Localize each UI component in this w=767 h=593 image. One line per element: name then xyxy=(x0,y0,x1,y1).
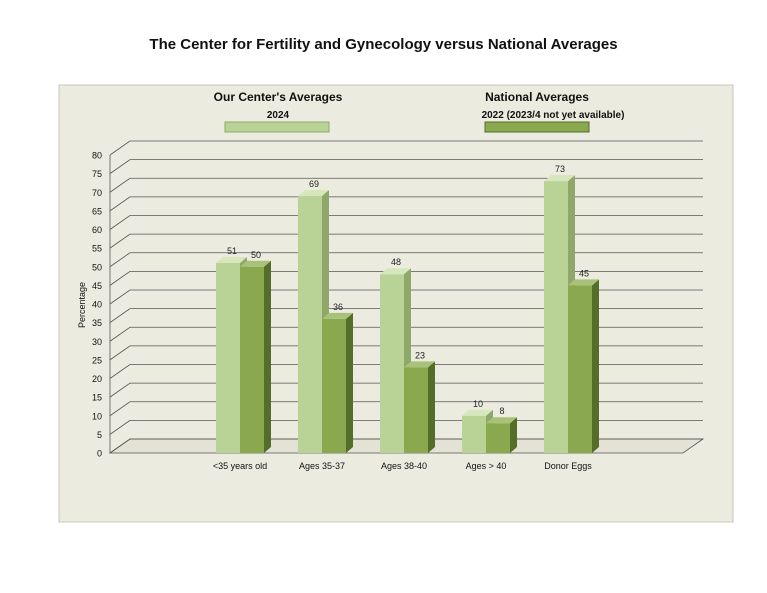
bar-top xyxy=(322,312,353,319)
y-tick-label: 30 xyxy=(92,337,102,347)
legend-swatch-series-1 xyxy=(224,121,330,133)
gridline xyxy=(109,364,703,379)
bar xyxy=(486,417,517,453)
bar-front xyxy=(462,415,486,453)
bar-side xyxy=(264,260,271,453)
y-tick-label: 40 xyxy=(92,300,102,310)
y-tick-label: 15 xyxy=(92,393,102,403)
gridline xyxy=(109,177,703,193)
bar xyxy=(568,279,599,453)
y-tick-label: 80 xyxy=(92,151,102,161)
bar-side xyxy=(592,279,599,453)
bar-top xyxy=(544,175,575,182)
y-axis-label: Percentage xyxy=(77,282,87,328)
bar-top xyxy=(216,257,247,264)
y-tick-label: 20 xyxy=(92,374,102,384)
bar-top xyxy=(240,260,271,267)
gridline xyxy=(109,308,703,323)
y-tick-label: 35 xyxy=(92,318,102,328)
bar-side xyxy=(346,312,353,453)
gridline xyxy=(109,159,703,174)
data-label: 23 xyxy=(415,350,425,360)
y-tick-label: 75 xyxy=(92,169,102,179)
gridline xyxy=(109,140,703,156)
bar-side xyxy=(510,417,517,453)
data-label: 8 xyxy=(499,406,504,416)
bar-top xyxy=(568,279,599,286)
data-label: 51 xyxy=(227,246,237,256)
x-tick-label: <35 years old xyxy=(213,461,267,471)
y-tick-label: 5 xyxy=(97,430,102,440)
chart-title: The Center for Fertility and Gynecology … xyxy=(149,36,618,53)
y-tick-label: 0 xyxy=(97,449,102,459)
legend-sublabel-series-1: 2024 xyxy=(267,110,290,121)
bar-front xyxy=(568,285,592,453)
x-tick-label: Ages > 40 xyxy=(466,461,507,471)
y-tick-label: 25 xyxy=(92,355,102,365)
gridline xyxy=(109,326,703,342)
y-tick-label: 50 xyxy=(92,262,102,272)
bar-top xyxy=(298,189,329,196)
bar-front xyxy=(298,195,322,453)
data-label: 45 xyxy=(579,268,589,278)
bar-front xyxy=(216,263,240,453)
gridline xyxy=(109,252,703,268)
bar-front xyxy=(240,266,264,453)
data-label: 36 xyxy=(333,302,343,312)
gridline xyxy=(109,270,703,286)
gridline xyxy=(109,233,703,249)
x-tick-label: Ages 38-40 xyxy=(381,461,427,471)
y-tick-label: 55 xyxy=(92,244,102,254)
y-tick-label: 10 xyxy=(92,411,102,421)
y-tick-label: 45 xyxy=(92,281,102,291)
legend-label-series-1: Our Center's Averages xyxy=(214,90,343,104)
bar-front xyxy=(322,318,346,453)
bar-side xyxy=(428,361,435,453)
gridline xyxy=(109,401,703,417)
gridline xyxy=(109,215,703,230)
gridline xyxy=(109,382,703,398)
bar-top xyxy=(380,268,411,275)
bar xyxy=(240,260,271,453)
bar xyxy=(322,312,353,453)
bar-top xyxy=(486,417,517,424)
data-label: 10 xyxy=(473,399,483,409)
bar-front xyxy=(380,274,404,453)
bar-top xyxy=(462,409,493,416)
legend-swatch-series-2 xyxy=(484,121,590,133)
bar-front xyxy=(544,181,568,453)
bar-front xyxy=(486,423,510,453)
y-tick-label: 60 xyxy=(92,225,102,235)
data-label: 50 xyxy=(251,250,261,260)
data-label: 69 xyxy=(309,179,319,189)
bar xyxy=(404,361,435,453)
x-tick-label: Donor Eggs xyxy=(544,461,592,471)
y-tick-label: 65 xyxy=(92,206,102,216)
bar-front xyxy=(404,367,428,453)
gridline xyxy=(109,289,703,305)
bar-top xyxy=(404,361,435,368)
data-label: 48 xyxy=(391,257,401,267)
x-tick-label: Ages 35-37 xyxy=(299,461,345,471)
legend-sublabel-series-2: 2022 (2023/4 not yet available) xyxy=(482,110,625,121)
legend-label-series-2: National Averages xyxy=(485,90,589,104)
y-tick-label: 70 xyxy=(92,188,102,198)
gridline xyxy=(109,196,703,212)
data-label: 73 xyxy=(555,164,565,174)
gridline xyxy=(109,345,703,361)
